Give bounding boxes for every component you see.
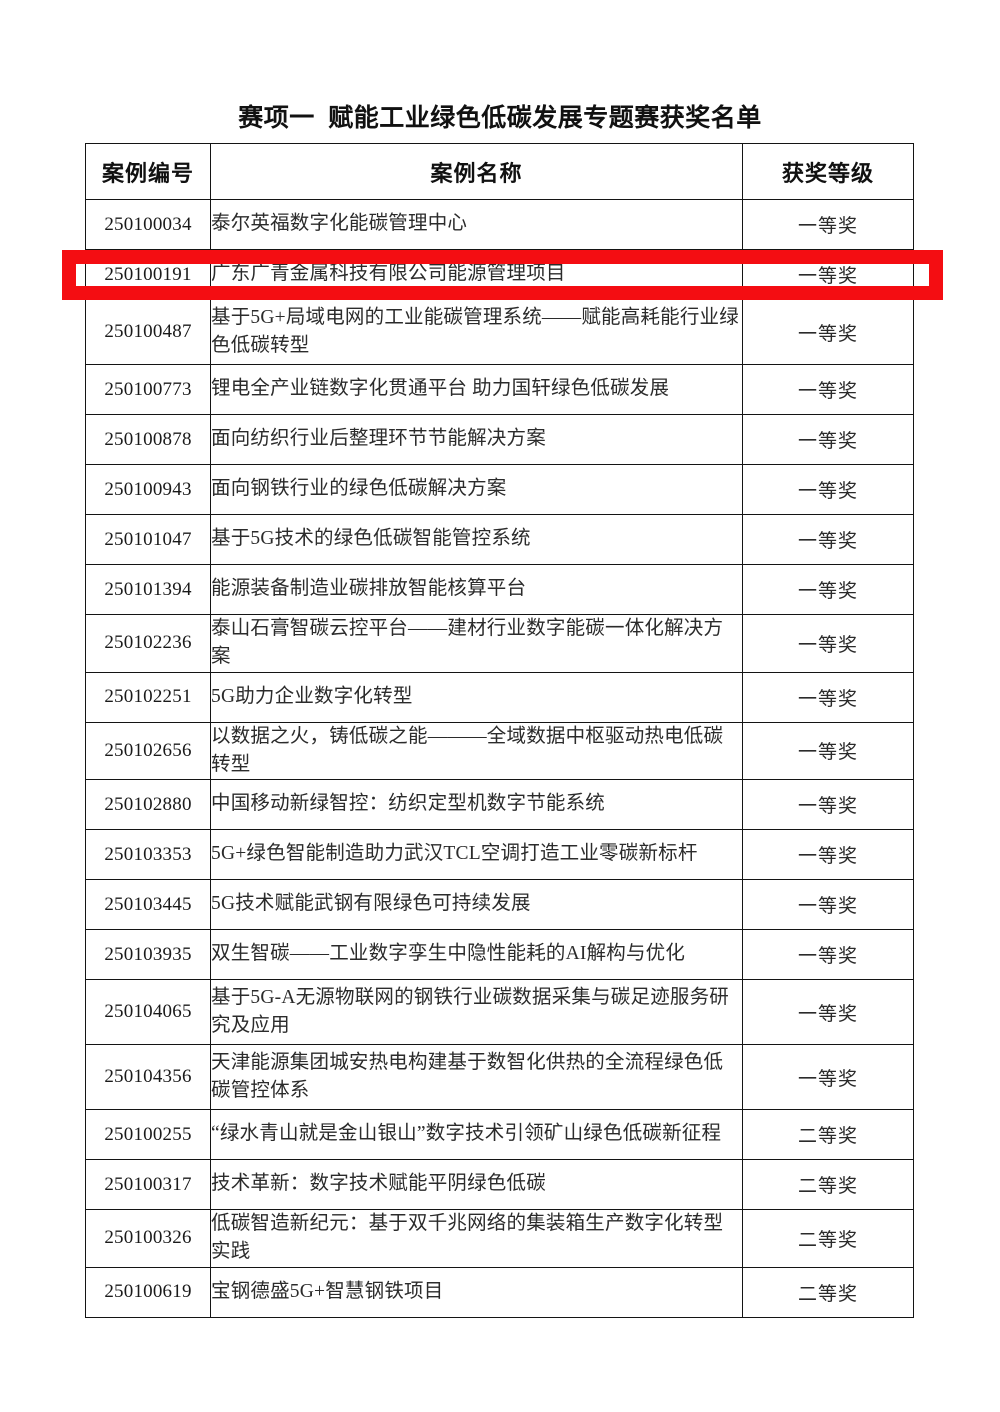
cell-case-name: 宝钢德盛5G+智慧钢铁项目: [210, 1266, 743, 1318]
cell-case-name: 面向钢铁行业的绿色低碳解决方案: [210, 464, 743, 515]
cell-award-level: 二等奖: [742, 1266, 914, 1318]
cell-case-name: 泰尔英福数字化能碳管理中心: [210, 199, 743, 250]
cell-case-id: 250102251: [85, 671, 211, 723]
cell-case-name: 技术革新：数字技术赋能平阴绿色低碳: [210, 1159, 743, 1211]
table-row: 250102236 泰山石膏智碳云控平台——建材行业数字能碳一体化解决方案 一等奖: [85, 614, 914, 673]
cell-case-id: 250101047: [85, 514, 211, 565]
cell-case-id: 250101394: [85, 564, 211, 615]
cell-award-level: 二等奖: [742, 1209, 914, 1268]
column-header-case-name: 案例名称: [210, 143, 743, 200]
table-row: 250104356 天津能源集团城安热电构建基于数智化供热的全流程绿色低碳管控体系…: [85, 1044, 914, 1111]
table-row: 250100943 面向钢铁行业的绿色低碳解决方案 一等奖: [85, 464, 914, 515]
cell-case-id: 250103353: [85, 829, 211, 881]
cell-award-level: 一等奖: [742, 514, 914, 565]
cell-case-id: 250100317: [85, 1159, 211, 1211]
table-row: 250102251 5G助力企业数字化转型 一等奖: [85, 671, 914, 723]
cell-case-name: 基于5G+局域电网的工业能碳管理系统——赋能高耗能行业绿色低碳转型: [210, 299, 743, 365]
cell-case-name: 能源装备制造业碳排放智能核算平台: [210, 564, 743, 615]
cell-award-level: 一等奖: [742, 879, 914, 931]
cell-case-name: 基于5G-A无源物联网的钢铁行业碳数据采集与碳足迹服务研究及应用: [210, 979, 743, 1046]
cell-award-level: 一等奖: [742, 364, 914, 415]
cell-case-id: 250104065: [85, 979, 211, 1046]
cell-case-name: 天津能源集团城安热电构建基于数智化供热的全流程绿色低碳管控体系: [210, 1044, 743, 1111]
table-row: 250103353 5G+绿色智能制造助力武汉TCL空调打造工业零碳新标杆 一等奖: [85, 829, 914, 881]
cell-case-id: 250100326: [85, 1209, 211, 1268]
column-header-case-id: 案例编号: [85, 143, 211, 200]
table-row: 250100487 基于5G+局域电网的工业能碳管理系统——赋能高耗能行业绿色低碳…: [85, 299, 914, 365]
cell-award-level: 一等奖: [742, 249, 914, 300]
cell-case-name: 中国移动新绿智控：纺织定型机数字节能系统: [210, 779, 743, 831]
table-row: 250102656 以数据之火，铸低碳之能———全域数据中枢驱动热电低碳转型 一等奖: [85, 721, 914, 781]
cell-award-level: 一等奖: [742, 671, 914, 723]
cell-award-level: 一等奖: [742, 929, 914, 981]
cell-case-id: 250100619: [85, 1266, 211, 1318]
cell-case-id: 250104356: [85, 1044, 211, 1111]
cell-case-id: 250102236: [85, 614, 211, 673]
table-row: 250102880 中国移动新绿智控：纺织定型机数字节能系统 一等奖: [85, 779, 914, 831]
cell-award-level: 一等奖: [742, 721, 914, 781]
cell-case-id: 250100487: [85, 299, 211, 365]
cell-award-level: 一等奖: [742, 414, 914, 465]
table-row: 250100191 广东广青金属科技有限公司能源管理项目 一等奖: [85, 249, 914, 300]
cell-case-name: 以数据之火，铸低碳之能———全域数据中枢驱动热电低碳转型: [210, 721, 743, 781]
cell-case-id: 250100773: [85, 364, 211, 415]
table-row: 250100034 泰尔英福数字化能碳管理中心 一等奖: [85, 199, 914, 250]
cell-award-level: 一等奖: [742, 979, 914, 1046]
cell-case-id: 250100878: [85, 414, 211, 465]
table-header-row: 案例编号 案例名称 获奖等级: [85, 143, 914, 200]
cell-case-id: 250102656: [85, 721, 211, 781]
table-row: 250100773 锂电全产业链数字化贯通平台 助力国轩绿色低碳发展 一等奖: [85, 364, 914, 415]
table-row: 250104065 基于5G-A无源物联网的钢铁行业碳数据采集与碳足迹服务研究及应…: [85, 979, 914, 1046]
cell-case-name: 泰山石膏智碳云控平台——建材行业数字能碳一体化解决方案: [210, 614, 743, 673]
table-body: 250100034 泰尔英福数字化能碳管理中心 一等奖 250100191 广东广青金属…: [85, 199, 914, 1318]
cell-case-name: 5G技术赋能武钢有限绿色可持续发展: [210, 879, 743, 931]
cell-award-level: 一等奖: [742, 1044, 914, 1111]
table-row: 250103935 双生智碳——工业数字孪生中隐性能耗的AI解构与优化 一等奖: [85, 929, 914, 981]
cell-award-level: 一等奖: [742, 299, 914, 365]
cell-case-name: 锂电全产业链数字化贯通平台 助力国轩绿色低碳发展: [210, 364, 743, 415]
cell-case-id: 250103445: [85, 879, 211, 931]
page-title: 赛项一 赋能工业绿色低碳发展专题赛获奖名单: [238, 105, 762, 132]
table-row: 250100317 技术革新：数字技术赋能平阴绿色低碳 二等奖: [85, 1159, 914, 1211]
table-row: 250100326 低碳智造新纪元：基于双千兆网络的集装箱生产数字化转型实践 二等奖: [85, 1209, 914, 1268]
table-row: 250101394 能源装备制造业碳排放智能核算平台 一等奖: [85, 564, 914, 615]
cell-award-level: 一等奖: [742, 779, 914, 831]
award-list-table: 案例编号 案例名称 获奖等级 250100034 泰尔英福数字化能碳管理中心 一等奖…: [85, 143, 914, 1318]
cell-award-level: 一等奖: [742, 464, 914, 515]
table-row: 250103445 5G技术赋能武钢有限绿色可持续发展 一等奖: [85, 879, 914, 931]
cell-award-level: 一等奖: [742, 614, 914, 673]
cell-case-name: 双生智碳——工业数字孪生中隐性能耗的AI解构与优化: [210, 929, 743, 981]
cell-case-name: 5G+绿色智能制造助力武汉TCL空调打造工业零碳新标杆: [210, 829, 743, 881]
cell-award-level: 二等奖: [742, 1109, 914, 1161]
table-row: 250100255 “绿水青山就是金山银山”数字技术引领矿山绿色低碳新征程 二等奖: [85, 1109, 914, 1161]
cell-case-name: “绿水青山就是金山银山”数字技术引领矿山绿色低碳新征程: [210, 1109, 743, 1161]
table-header: 案例编号 案例名称 获奖等级: [85, 143, 914, 200]
cell-award-level: 一等奖: [742, 564, 914, 615]
column-header-award: 获奖等级: [742, 143, 914, 200]
cell-case-id: 250100191: [85, 249, 211, 300]
cell-case-id: 250100943: [85, 464, 211, 515]
cell-case-name: 面向纺织行业后整理环节节能解决方案: [210, 414, 743, 465]
cell-case-id: 250102880: [85, 779, 211, 831]
cell-case-id: 250100034: [85, 199, 211, 250]
cell-case-name: 5G助力企业数字化转型: [210, 671, 743, 723]
table-row: 250101047 基于5G技术的绿色低碳智能管控系统 一等奖: [85, 514, 914, 565]
table-row: 250100619 宝钢德盛5G+智慧钢铁项目 二等奖: [85, 1266, 914, 1318]
cell-case-id: 250103935: [85, 929, 211, 981]
table-row: 250100878 面向纺织行业后整理环节节能解决方案 一等奖: [85, 414, 914, 465]
cell-case-name: 基于5G技术的绿色低碳智能管控系统: [210, 514, 743, 565]
cell-case-name: 广东广青金属科技有限公司能源管理项目: [210, 249, 743, 300]
cell-award-level: 一等奖: [742, 199, 914, 250]
cell-award-level: 一等奖: [742, 829, 914, 881]
cell-case-name: 低碳智造新纪元：基于双千兆网络的集装箱生产数字化转型实践: [210, 1209, 743, 1268]
cell-award-level: 二等奖: [742, 1159, 914, 1211]
cell-case-id: 250100255: [85, 1109, 211, 1161]
